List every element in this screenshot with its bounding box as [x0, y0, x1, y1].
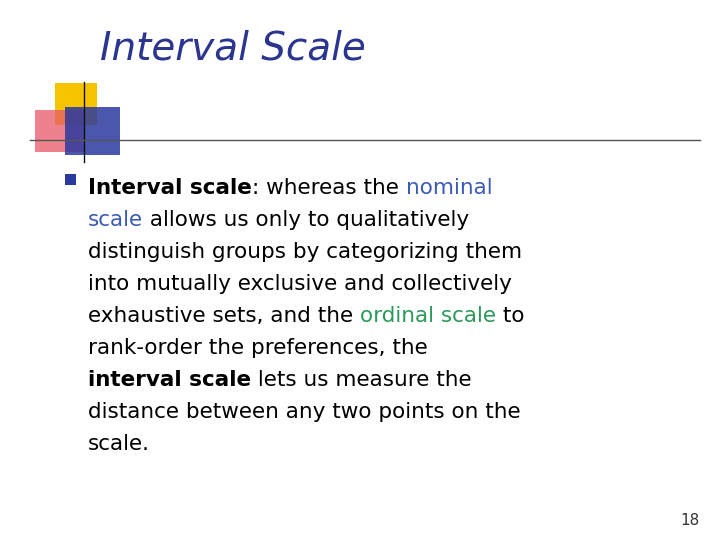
- Bar: [65, 174, 76, 185]
- Bar: [35, 110, 85, 152]
- Text: interval scale: interval scale: [88, 370, 251, 390]
- Text: lets us measure the: lets us measure the: [251, 370, 472, 390]
- Text: : whereas the: : whereas the: [252, 178, 405, 198]
- Bar: [65, 107, 120, 155]
- Text: 18: 18: [680, 513, 700, 528]
- Text: Interval scale: Interval scale: [88, 178, 252, 198]
- Text: allows us only to qualitatively: allows us only to qualitatively: [143, 210, 469, 230]
- Text: rank-order the preferences, the: rank-order the preferences, the: [88, 338, 428, 358]
- Text: into mutually exclusive and collectively: into mutually exclusive and collectively: [88, 274, 512, 294]
- Text: ordinal scale: ordinal scale: [360, 306, 496, 326]
- Text: distance between any two points on the: distance between any two points on the: [88, 402, 521, 422]
- Text: exhaustive sets, and the: exhaustive sets, and the: [88, 306, 360, 326]
- Text: scale.: scale.: [88, 434, 150, 454]
- Text: to: to: [496, 306, 524, 326]
- Text: distinguish groups by categorizing them: distinguish groups by categorizing them: [88, 242, 522, 262]
- Text: nominal: nominal: [405, 178, 492, 198]
- Text: Interval Scale: Interval Scale: [100, 30, 366, 68]
- Bar: [55, 83, 97, 125]
- Text: scale: scale: [88, 210, 143, 230]
